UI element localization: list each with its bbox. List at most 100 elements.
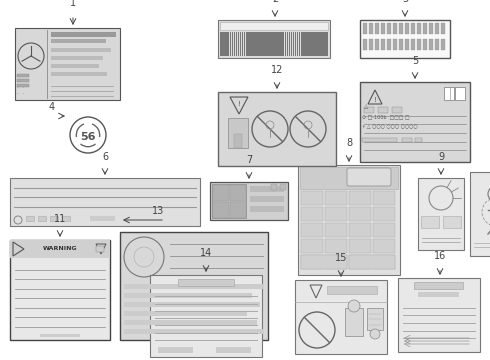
- Bar: [369, 23, 373, 34]
- Bar: [423, 39, 427, 50]
- Bar: [387, 39, 391, 50]
- Bar: [281, 32, 283, 56]
- Bar: [226, 32, 227, 56]
- Bar: [381, 23, 385, 34]
- Bar: [443, 216, 461, 228]
- Bar: [423, 23, 427, 34]
- Text: 56: 56: [80, 132, 96, 142]
- Bar: [220, 32, 221, 56]
- Text: ·  ·: · ·: [17, 85, 24, 90]
- Text: !: !: [373, 97, 376, 103]
- Bar: [124, 293, 252, 298]
- Bar: [277, 32, 279, 56]
- Bar: [51, 72, 107, 76]
- Bar: [405, 23, 409, 34]
- Bar: [271, 32, 273, 56]
- Bar: [326, 32, 328, 56]
- Bar: [375, 39, 379, 50]
- Text: △: △: [364, 103, 368, 108]
- Bar: [62, 216, 70, 221]
- Bar: [26, 216, 34, 221]
- Bar: [249, 32, 251, 56]
- Bar: [228, 118, 248, 148]
- Bar: [360, 82, 470, 162]
- Bar: [244, 32, 245, 56]
- Bar: [417, 23, 421, 34]
- Bar: [269, 32, 271, 56]
- Bar: [90, 216, 115, 221]
- Bar: [298, 32, 300, 56]
- Bar: [314, 32, 316, 56]
- Bar: [364, 107, 374, 113]
- Bar: [349, 223, 371, 237]
- Bar: [216, 347, 251, 353]
- Text: ·  ·: · ·: [17, 91, 24, 96]
- Bar: [51, 48, 111, 52]
- Bar: [17, 79, 29, 82]
- Bar: [318, 32, 320, 56]
- Bar: [212, 184, 246, 218]
- Bar: [369, 39, 373, 50]
- Bar: [210, 182, 288, 220]
- Bar: [38, 216, 46, 221]
- Bar: [124, 329, 264, 334]
- Bar: [421, 216, 439, 228]
- Bar: [393, 39, 397, 50]
- Bar: [349, 255, 371, 269]
- Text: 9: 9: [438, 152, 444, 162]
- Bar: [398, 278, 480, 352]
- Bar: [298, 165, 400, 275]
- Bar: [251, 32, 253, 56]
- Bar: [51, 39, 106, 43]
- Bar: [435, 23, 439, 34]
- Bar: [259, 32, 261, 56]
- Bar: [120, 232, 268, 340]
- Bar: [349, 255, 395, 269]
- Bar: [291, 32, 293, 56]
- Bar: [124, 302, 260, 307]
- Bar: [51, 32, 116, 37]
- Circle shape: [370, 329, 380, 339]
- Bar: [312, 32, 314, 56]
- Bar: [51, 56, 103, 60]
- Bar: [301, 255, 323, 269]
- Bar: [417, 39, 421, 50]
- Text: !: !: [238, 101, 241, 107]
- Bar: [301, 207, 323, 221]
- Text: ⚡ △ ○○○ ○○○ ○○○○: ⚡ △ ○○○ ○○○ ○○○○: [362, 124, 417, 129]
- Bar: [325, 239, 347, 253]
- Bar: [306, 32, 308, 56]
- Bar: [267, 32, 269, 56]
- Text: 1: 1: [70, 0, 76, 8]
- Bar: [381, 39, 385, 50]
- Bar: [301, 191, 323, 205]
- Bar: [363, 23, 367, 34]
- Bar: [250, 196, 284, 202]
- Bar: [363, 39, 367, 50]
- Bar: [230, 32, 231, 56]
- Text: 15: 15: [335, 253, 347, 263]
- Bar: [411, 23, 415, 34]
- Bar: [387, 23, 391, 34]
- Bar: [247, 32, 249, 56]
- Bar: [275, 32, 277, 56]
- Bar: [261, 32, 263, 56]
- Bar: [325, 191, 347, 205]
- Bar: [238, 32, 239, 56]
- Bar: [325, 207, 347, 221]
- Bar: [373, 223, 395, 237]
- Bar: [178, 279, 234, 286]
- Text: 13: 13: [152, 206, 164, 216]
- Bar: [283, 32, 285, 56]
- Bar: [242, 32, 243, 56]
- Bar: [234, 134, 242, 148]
- Bar: [375, 23, 379, 34]
- Bar: [402, 138, 412, 142]
- Bar: [345, 308, 363, 336]
- Bar: [51, 64, 99, 68]
- Bar: [220, 22, 328, 30]
- Bar: [158, 347, 193, 353]
- Text: 6: 6: [102, 152, 108, 162]
- Bar: [10, 178, 200, 226]
- Bar: [213, 185, 229, 201]
